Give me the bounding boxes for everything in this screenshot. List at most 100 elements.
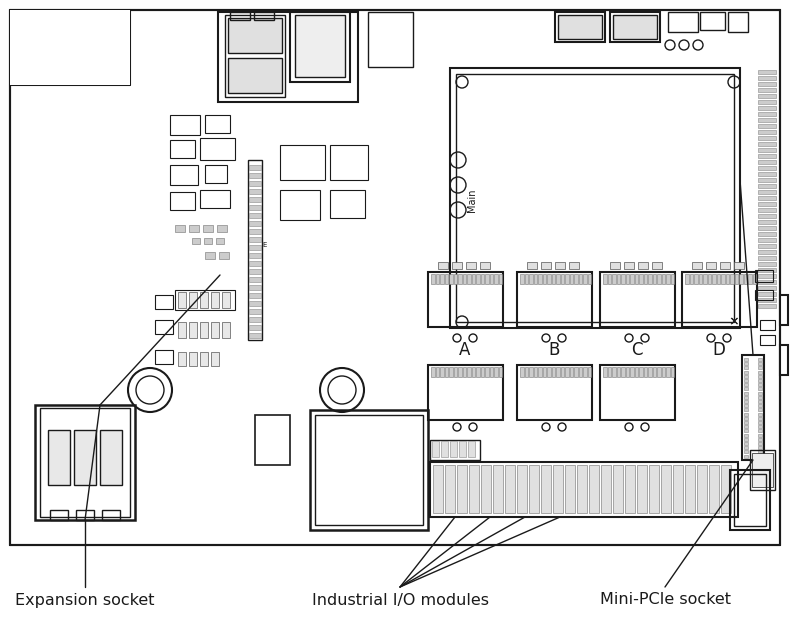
- Bar: [222, 292, 230, 308]
- Bar: [621, 367, 625, 377]
- Bar: [648, 274, 651, 284]
- Bar: [249, 165, 261, 170]
- Bar: [170, 140, 195, 158]
- Bar: [682, 272, 757, 327]
- Bar: [574, 367, 578, 377]
- Bar: [758, 232, 776, 236]
- Bar: [525, 274, 528, 284]
- Bar: [712, 274, 715, 284]
- Bar: [603, 367, 606, 377]
- Bar: [753, 274, 756, 284]
- Bar: [445, 274, 448, 284]
- Bar: [758, 118, 776, 122]
- Bar: [653, 367, 656, 377]
- Bar: [726, 274, 729, 284]
- Bar: [758, 383, 762, 386]
- Bar: [587, 274, 591, 284]
- Bar: [670, 367, 674, 377]
- Bar: [205, 252, 215, 259]
- Bar: [758, 396, 762, 399]
- Bar: [587, 367, 591, 377]
- Bar: [661, 465, 671, 513]
- Bar: [600, 365, 675, 420]
- Bar: [368, 12, 413, 67]
- Bar: [211, 352, 219, 366]
- Bar: [175, 290, 235, 310]
- Bar: [657, 274, 661, 284]
- Bar: [666, 274, 670, 284]
- Bar: [249, 333, 261, 338]
- Bar: [441, 441, 448, 457]
- Bar: [589, 465, 599, 513]
- Bar: [100, 430, 122, 485]
- Bar: [249, 317, 261, 322]
- Bar: [728, 12, 748, 32]
- Bar: [216, 238, 224, 244]
- Bar: [280, 190, 320, 220]
- Bar: [435, 367, 439, 377]
- Bar: [249, 221, 261, 226]
- Bar: [200, 138, 235, 160]
- Bar: [612, 274, 615, 284]
- Bar: [744, 387, 748, 390]
- Bar: [758, 417, 762, 420]
- Bar: [565, 465, 575, 513]
- Bar: [249, 261, 261, 266]
- Bar: [744, 454, 748, 458]
- Bar: [561, 367, 564, 377]
- Bar: [744, 375, 748, 378]
- Bar: [189, 292, 197, 308]
- Bar: [254, 12, 274, 20]
- Bar: [527, 262, 537, 269]
- Bar: [249, 197, 261, 202]
- Bar: [454, 367, 457, 377]
- Text: A: A: [459, 341, 470, 359]
- Text: E: E: [262, 242, 266, 248]
- Bar: [48, 430, 70, 485]
- Bar: [662, 367, 665, 377]
- Bar: [758, 371, 762, 374]
- Bar: [706, 262, 716, 269]
- Bar: [639, 274, 642, 284]
- Bar: [700, 12, 725, 30]
- Bar: [534, 274, 537, 284]
- Bar: [703, 274, 706, 284]
- Bar: [744, 383, 748, 386]
- Bar: [668, 12, 698, 32]
- Bar: [565, 367, 569, 377]
- Bar: [758, 408, 762, 412]
- Bar: [758, 220, 776, 224]
- Bar: [430, 440, 480, 460]
- Bar: [529, 367, 533, 377]
- Bar: [505, 465, 515, 513]
- Bar: [634, 274, 638, 284]
- Bar: [481, 367, 484, 377]
- Text: ×: ×: [729, 316, 739, 328]
- Bar: [538, 367, 542, 377]
- Bar: [485, 367, 489, 377]
- Bar: [758, 208, 776, 212]
- Bar: [228, 58, 282, 93]
- Bar: [758, 392, 762, 395]
- Bar: [428, 365, 503, 420]
- Bar: [720, 262, 730, 269]
- Bar: [551, 367, 555, 377]
- Bar: [189, 352, 197, 366]
- Bar: [541, 465, 551, 513]
- Bar: [630, 274, 634, 284]
- Bar: [71, 21, 95, 45]
- Bar: [617, 274, 620, 284]
- Bar: [200, 292, 208, 308]
- Bar: [471, 274, 475, 284]
- Bar: [760, 320, 775, 330]
- Bar: [758, 172, 776, 176]
- Bar: [65, 22, 75, 30]
- Bar: [744, 429, 748, 433]
- Bar: [462, 274, 466, 284]
- Bar: [758, 190, 776, 194]
- Bar: [607, 367, 611, 377]
- Bar: [758, 112, 776, 116]
- Bar: [685, 274, 689, 284]
- Bar: [607, 274, 611, 284]
- Bar: [758, 451, 762, 453]
